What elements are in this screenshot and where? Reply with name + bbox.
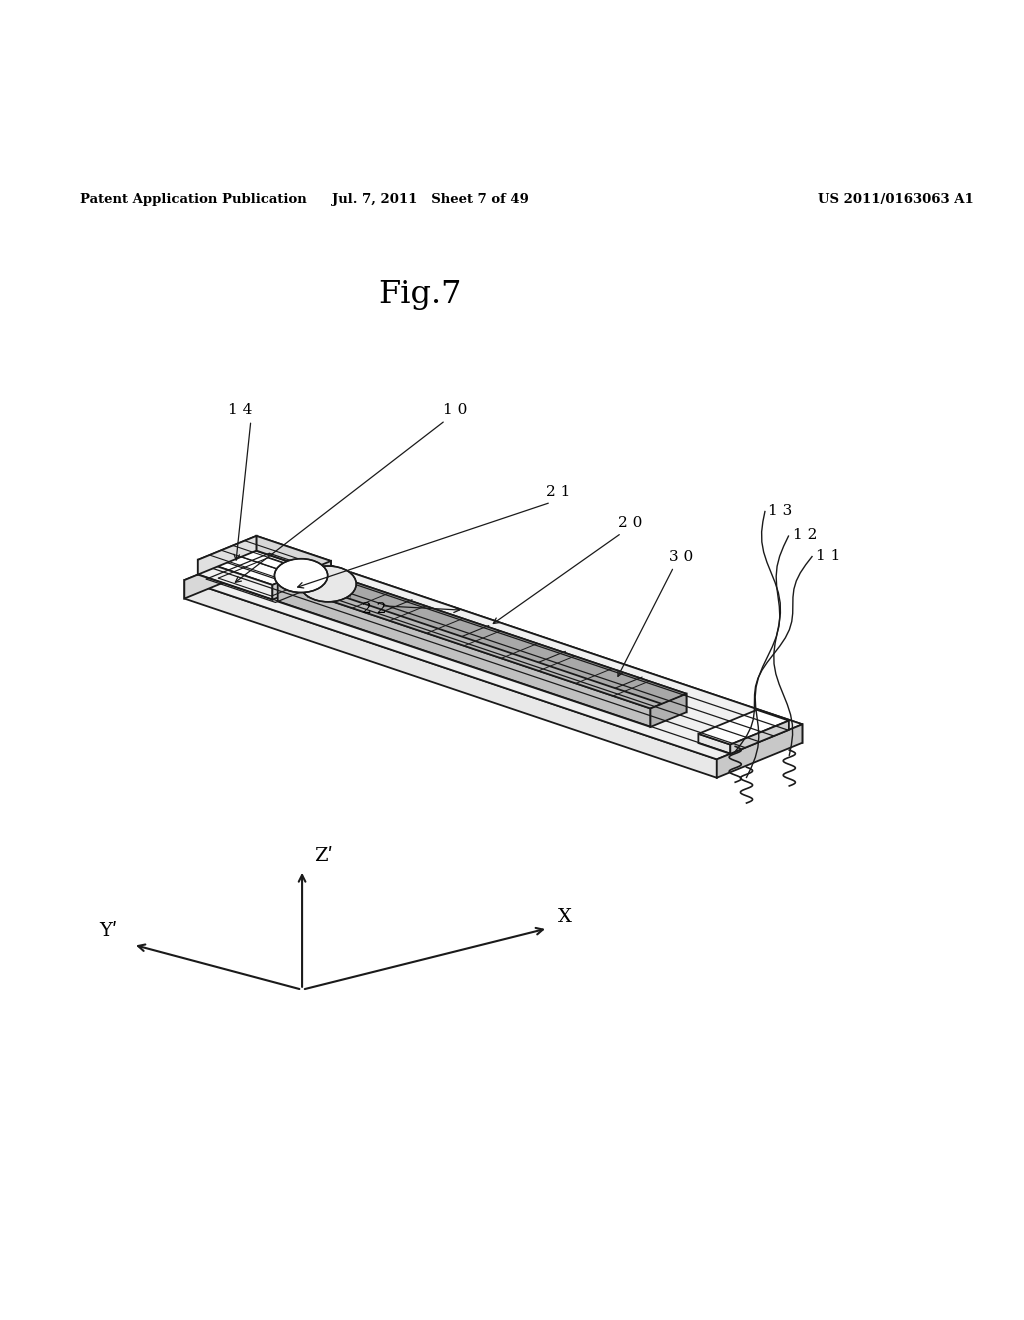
Polygon shape: [698, 710, 788, 744]
Polygon shape: [272, 561, 331, 599]
Text: 1 4: 1 4: [228, 403, 253, 417]
Text: 1 1: 1 1: [816, 549, 841, 562]
Text: 2 2: 2 2: [361, 602, 386, 616]
Polygon shape: [198, 536, 256, 574]
Text: 1 0: 1 0: [443, 403, 468, 417]
Text: US 2011/0163063 A1: US 2011/0163063 A1: [818, 193, 974, 206]
Text: Jul. 7, 2011   Sheet 7 of 49: Jul. 7, 2011 Sheet 7 of 49: [332, 193, 528, 206]
Text: Fig.7: Fig.7: [378, 279, 462, 310]
Polygon shape: [698, 734, 730, 754]
Text: Yʹ: Yʹ: [99, 921, 118, 940]
Polygon shape: [256, 536, 331, 576]
Text: 2 1: 2 1: [546, 486, 570, 499]
Polygon shape: [184, 579, 717, 777]
Text: 2 0: 2 0: [617, 516, 642, 529]
Polygon shape: [278, 569, 686, 709]
Polygon shape: [198, 560, 272, 599]
Polygon shape: [198, 536, 331, 585]
Polygon shape: [308, 574, 719, 714]
Polygon shape: [650, 694, 686, 727]
Polygon shape: [278, 583, 650, 727]
Ellipse shape: [300, 566, 356, 602]
Polygon shape: [717, 725, 803, 777]
Ellipse shape: [274, 558, 328, 593]
Text: Zʹ: Zʹ: [314, 847, 333, 865]
Text: Patent Application Publication: Patent Application Publication: [80, 193, 306, 206]
Polygon shape: [184, 545, 803, 759]
Polygon shape: [270, 545, 803, 743]
Text: X: X: [558, 908, 572, 927]
Polygon shape: [730, 721, 788, 754]
Polygon shape: [184, 545, 270, 598]
Text: 3 0: 3 0: [669, 549, 693, 564]
Text: 1 3: 1 3: [768, 504, 793, 517]
Text: 1 2: 1 2: [793, 528, 817, 543]
Polygon shape: [313, 569, 686, 713]
